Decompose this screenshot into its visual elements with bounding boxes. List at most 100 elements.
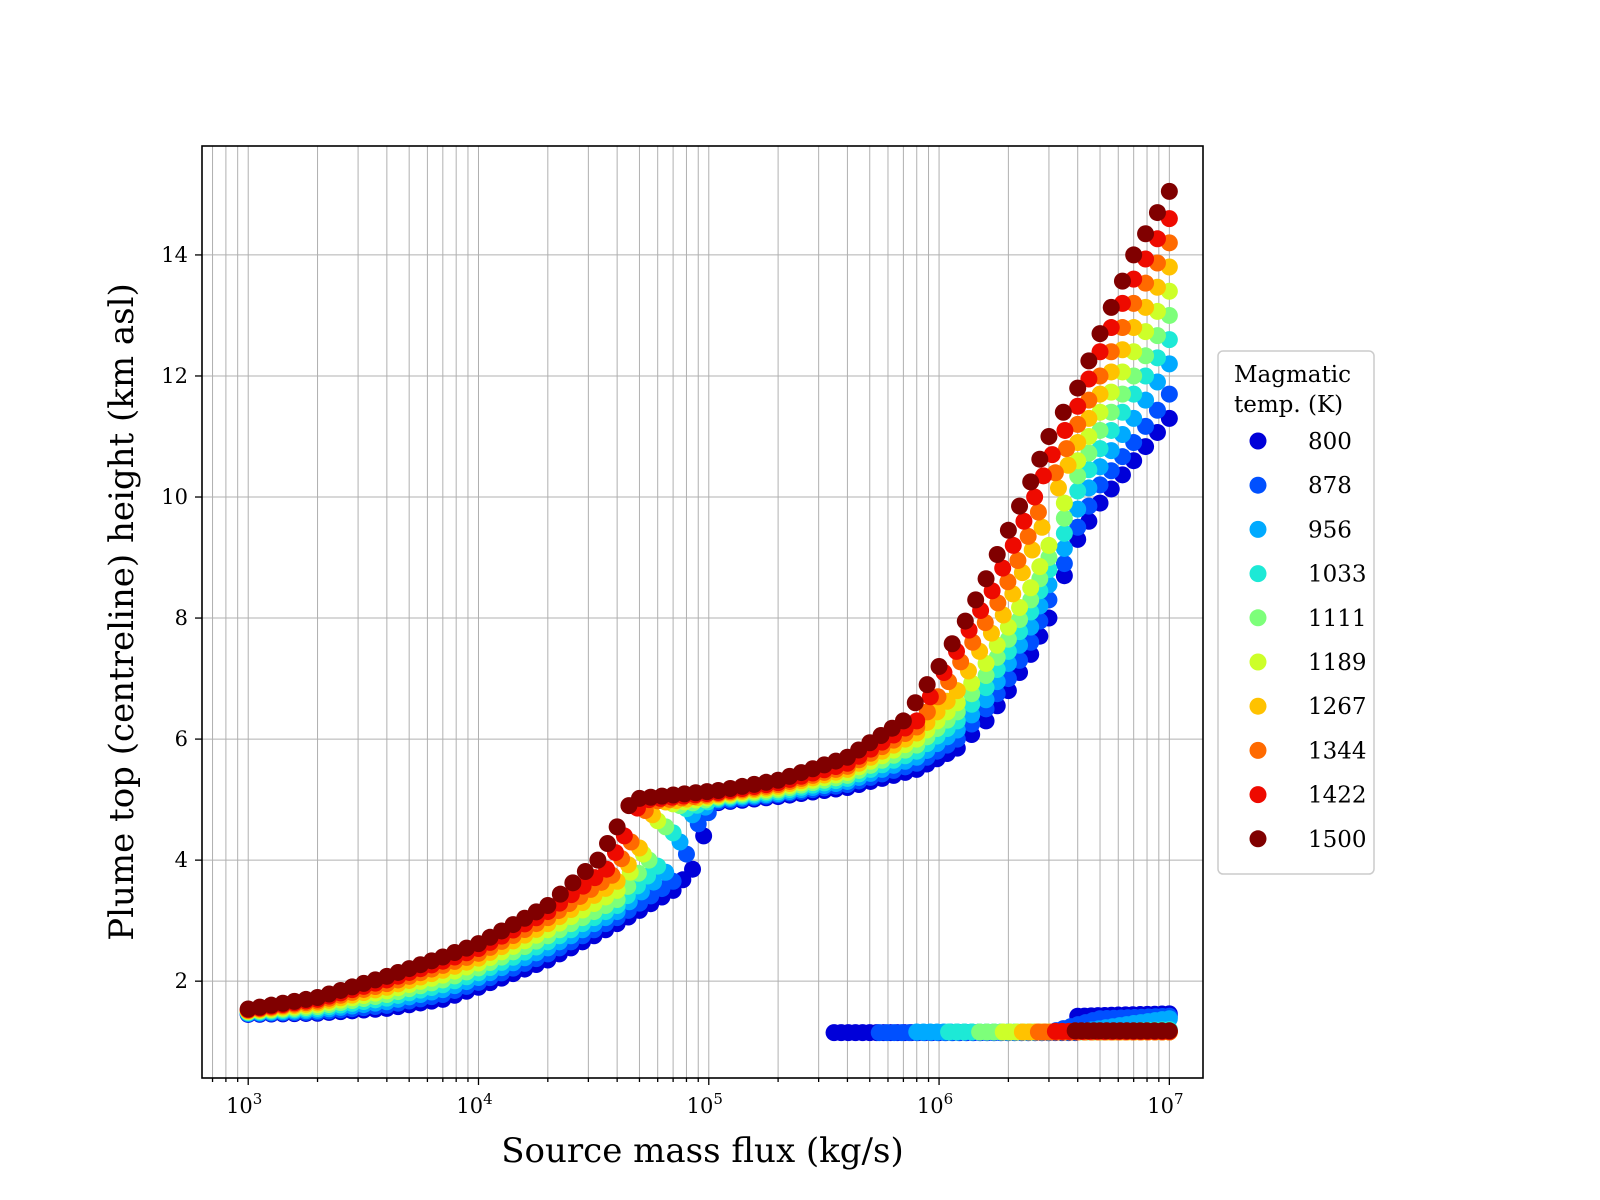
data-point <box>1160 182 1178 200</box>
axis-ticks: 2 4 6 8 10 12 14 103 104 105 106 107 <box>161 243 1183 1118</box>
legend-label: 1189 <box>1308 650 1367 676</box>
legend-title: Magmatic <box>1234 362 1351 388</box>
legend-label: 800 <box>1308 429 1352 455</box>
legend-label: 956 <box>1308 517 1352 543</box>
data-point <box>539 897 557 915</box>
data-point <box>956 612 974 630</box>
data-point <box>1148 204 1166 222</box>
data-point <box>1160 409 1178 427</box>
data-point <box>1055 567 1073 585</box>
data-point <box>1055 555 1073 573</box>
y-tick-label: 4 <box>175 848 188 872</box>
data-point <box>1059 456 1077 474</box>
data-point <box>930 657 948 675</box>
data-point <box>1034 467 1052 485</box>
data-point <box>1137 417 1155 435</box>
data-point <box>684 860 702 878</box>
legend-label: 1111 <box>1308 606 1367 632</box>
legend-marker <box>1249 520 1267 538</box>
series-1500-lower <box>1066 1022 1178 1040</box>
data-point <box>1125 246 1143 264</box>
legend-marker <box>1249 476 1267 494</box>
data-point <box>1004 536 1022 554</box>
data-point <box>1011 598 1029 616</box>
data-point <box>1091 325 1109 343</box>
data-point <box>1019 527 1037 545</box>
legend-marker <box>1249 741 1267 759</box>
data-point <box>1040 536 1058 554</box>
data-point <box>599 834 617 852</box>
data-point <box>589 851 607 869</box>
data-point <box>1069 379 1087 397</box>
data-point <box>1033 518 1051 536</box>
legend-title: temp. (K) <box>1234 392 1343 418</box>
data-point <box>1015 512 1033 530</box>
data-point <box>608 818 626 836</box>
data-point <box>1055 539 1073 557</box>
legend-label: 1344 <box>1308 738 1367 764</box>
data-point <box>1058 440 1076 458</box>
data-point <box>1055 494 1073 512</box>
data-point <box>918 676 936 694</box>
data-points <box>239 182 1178 1042</box>
data-point <box>988 546 1006 564</box>
data-point <box>1137 225 1155 243</box>
legend-marker <box>1249 565 1267 583</box>
data-point <box>977 570 995 588</box>
legend-label: 1422 <box>1308 783 1367 809</box>
data-point <box>1069 415 1087 433</box>
y-tick-label: 12 <box>161 364 188 388</box>
legend-marker <box>1249 432 1267 450</box>
legend-label: 1500 <box>1308 827 1367 853</box>
x-axis-label: Source mass flux (kg/s) <box>501 1131 903 1171</box>
legend-marker <box>1249 609 1267 627</box>
data-point <box>1069 397 1087 415</box>
x-tick-label: 103 <box>226 1090 262 1118</box>
data-point <box>1137 367 1155 385</box>
data-point <box>1040 427 1058 445</box>
data-point <box>999 521 1017 539</box>
data-point <box>967 591 985 609</box>
data-point <box>1069 482 1087 500</box>
y-tick-label: 2 <box>175 969 188 993</box>
data-point <box>1029 503 1047 521</box>
legend-marker <box>1249 786 1267 804</box>
series-1500 <box>239 182 1178 1018</box>
data-point <box>994 559 1012 577</box>
y-tick-label: 8 <box>175 606 188 630</box>
data-point <box>551 885 569 903</box>
legend-marker <box>1249 830 1267 848</box>
data-point <box>1026 488 1044 506</box>
x-tick-label: 104 <box>456 1090 492 1118</box>
data-point <box>1160 1022 1178 1040</box>
y-tick-label: 14 <box>161 243 188 267</box>
data-point <box>1102 298 1120 316</box>
data-point <box>1049 479 1067 497</box>
data-point <box>1069 500 1087 518</box>
y-tick-label: 6 <box>175 727 188 751</box>
data-point <box>977 712 995 730</box>
data-point <box>1054 403 1072 421</box>
data-point <box>977 691 995 709</box>
data-point <box>1055 524 1073 542</box>
data-point <box>908 712 926 730</box>
x-tick-label: 106 <box>917 1090 953 1118</box>
data-point <box>1031 558 1049 576</box>
data-point <box>1160 385 1178 403</box>
data-point <box>1031 450 1049 468</box>
data-point <box>1022 473 1040 491</box>
legend-marker <box>1249 653 1267 671</box>
data-point <box>1011 497 1029 515</box>
data-point <box>943 635 961 653</box>
data-point <box>1069 518 1087 536</box>
data-point <box>1069 530 1087 548</box>
data-point <box>1056 421 1074 439</box>
x-tick-label: 107 <box>1147 1090 1183 1118</box>
x-tick-label: 105 <box>687 1090 723 1118</box>
legend-marker <box>1249 697 1267 715</box>
data-point <box>1022 579 1040 597</box>
data-point <box>576 862 594 880</box>
data-point <box>1080 352 1098 370</box>
data-point <box>1113 272 1131 290</box>
